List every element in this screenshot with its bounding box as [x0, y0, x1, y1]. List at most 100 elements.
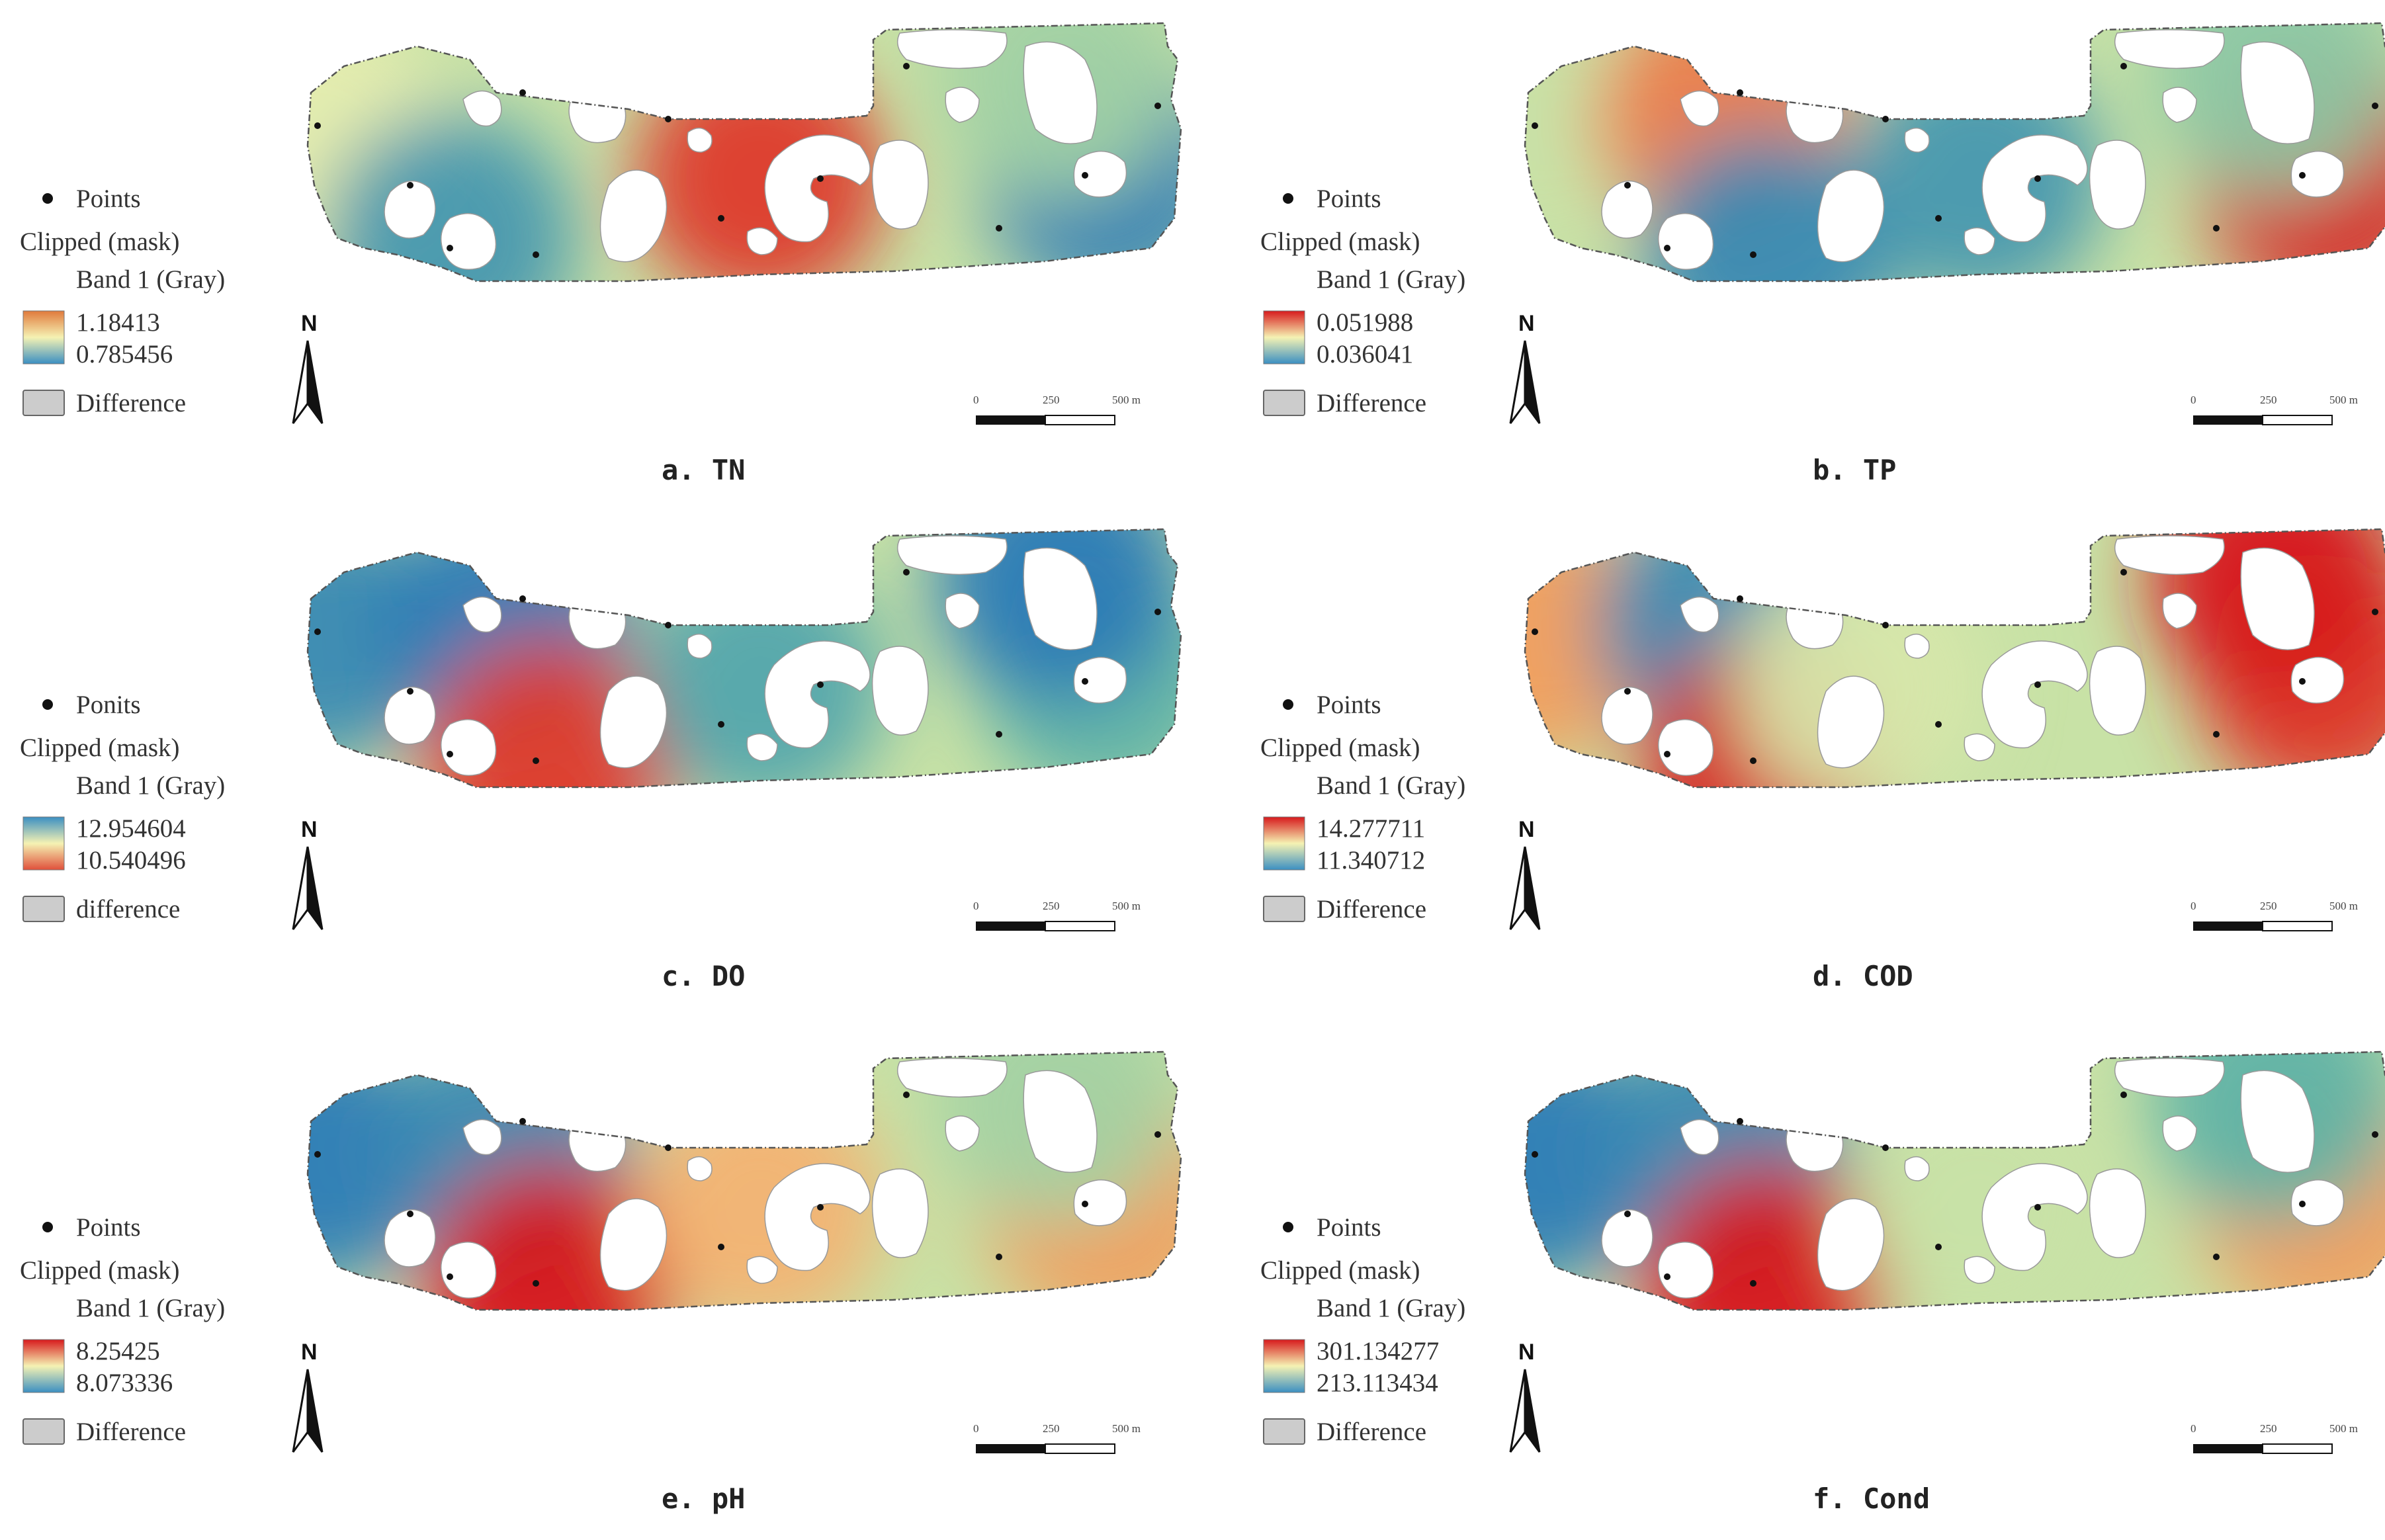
points-symbol: [42, 193, 53, 204]
sample-point: [314, 1151, 321, 1158]
sample-point: [407, 688, 413, 695]
legend: Points Clipped (mask) Band 1 (Gray) 1.18413…: [20, 185, 225, 417]
north-arrow: N: [1509, 1340, 1541, 1453]
legend-low-value: 0.785456: [76, 340, 173, 368]
lake-hole: [599, 1198, 668, 1291]
scale-segment-dark: [976, 415, 1045, 425]
legend-band-label: Band 1 (Gray): [76, 771, 225, 800]
lake-hole: [384, 180, 436, 239]
map-panel: Points Clipped (mask) Band 1 (Gray) 0.05198…: [1260, 22, 2385, 486]
sample-point: [1532, 628, 1538, 635]
legend-difference-label: Difference: [1317, 1418, 1426, 1446]
legend-difference-swatch: [1263, 896, 1305, 922]
legend-difference-swatch: [22, 390, 65, 416]
lake-hole: [764, 1163, 871, 1271]
lake-hole: [2290, 657, 2345, 704]
legend-points-label: Points: [1317, 691, 1381, 719]
sample-point: [996, 225, 1002, 232]
sample-point: [1532, 1151, 1538, 1158]
legend-low-value: 8.073336: [76, 1369, 173, 1397]
north-arrow: N: [292, 311, 324, 424]
legend-band-label: Band 1 (Gray): [1317, 1294, 1465, 1322]
legend: Points Clipped (mask) Band 1 (Gray) 14.2777…: [1260, 691, 1465, 923]
panel-caption: a. TN: [662, 454, 745, 486]
lake-hole: [1964, 1256, 1995, 1284]
legend-difference-swatch: [22, 1418, 65, 1445]
legend-high-value: 12.954604: [76, 814, 186, 843]
legend-high-value: 8.25425: [76, 1337, 160, 1365]
lake-hole: [2240, 547, 2315, 650]
sample-point: [2372, 103, 2378, 109]
scale-label: 250: [2260, 900, 2277, 912]
legend-color-ramp: [22, 310, 65, 364]
legend-band-label: Band 1 (Gray): [76, 1294, 225, 1322]
lake-hole: [1601, 686, 1653, 745]
scale-label: 500 m: [2329, 900, 2358, 912]
lake-hole: [1680, 596, 1719, 633]
lake-hole: [2162, 593, 2197, 629]
sample-point: [903, 569, 910, 576]
lake-hole: [1817, 675, 1885, 769]
scale-bar: 0 250 500 m: [973, 900, 1141, 931]
scale-segment-dark: [976, 1444, 1045, 1453]
scale-label: 0: [973, 1422, 979, 1435]
scale-bar: 0 250 500 m: [2190, 1422, 2358, 1454]
sample-point: [1082, 678, 1088, 685]
lake-hole: [746, 227, 778, 255]
lake-hole: [440, 1242, 497, 1299]
legend-high-value: 1.18413: [76, 308, 160, 337]
lake-hole: [1680, 1119, 1719, 1156]
lake-hole: [1023, 1070, 1098, 1173]
lake-hole: [384, 686, 436, 745]
sample-point: [2034, 175, 2041, 182]
scale-label: 500 m: [1112, 394, 1141, 406]
scale-bar: 0 250 500 m: [2190, 900, 2358, 931]
scale-label: 0: [973, 394, 979, 406]
scale-segment-dark: [976, 921, 1045, 931]
lake-hole: [2240, 41, 2315, 144]
lake-hole: [687, 1156, 713, 1181]
sample-point: [519, 595, 526, 602]
legend-low-value: 10.540496: [76, 846, 186, 875]
scale-segment-light: [1045, 1443, 1115, 1454]
interpolation-map: [306, 22, 1182, 282]
heat-hotspot: [1525, 1052, 1661, 1287]
sample-point: [817, 1204, 824, 1211]
lake-hole: [1964, 227, 1995, 255]
sample-point: [1935, 721, 1942, 728]
scale-label: 500 m: [2329, 394, 2358, 406]
lake-hole: [1786, 1115, 1844, 1172]
sample-point: [1737, 595, 1743, 602]
panel-caption: b. TP: [1813, 454, 1896, 486]
legend-layer-label: Clipped (mask): [20, 1256, 180, 1285]
sample-point: [1154, 103, 1161, 109]
sample-point: [533, 757, 539, 764]
legend-band-label: Band 1 (Gray): [76, 265, 225, 294]
sample-point: [2120, 569, 2127, 576]
north-arrow-left-icon: [1509, 340, 1526, 424]
points-symbol: [1283, 193, 1293, 204]
legend-color-ramp: [22, 1339, 65, 1393]
scale-label: 500 m: [1112, 900, 1141, 912]
lake-hole: [599, 169, 668, 263]
legend-high-value: 14.277711: [1317, 814, 1425, 843]
lake-hole: [1073, 657, 1127, 704]
sample-point: [718, 215, 724, 222]
lake-hole: [746, 733, 778, 761]
sample-point: [533, 1280, 539, 1287]
sample-point: [407, 1211, 413, 1217]
lake-hole: [1657, 213, 1714, 270]
scale-segment-dark: [2193, 415, 2263, 425]
lake-hole: [2240, 1070, 2315, 1173]
heat-hotspot: [308, 529, 443, 764]
lake-hole: [1680, 90, 1719, 127]
sample-point: [1882, 116, 1889, 122]
north-arrow-left-icon: [292, 340, 309, 424]
lake-hole: [746, 1256, 778, 1284]
lake-hole: [384, 1209, 436, 1267]
scale-segment-light: [1045, 921, 1115, 931]
legend-color-ramp: [1263, 1339, 1305, 1393]
points-symbol: [42, 1222, 53, 1232]
lake-hole: [1904, 633, 1930, 659]
